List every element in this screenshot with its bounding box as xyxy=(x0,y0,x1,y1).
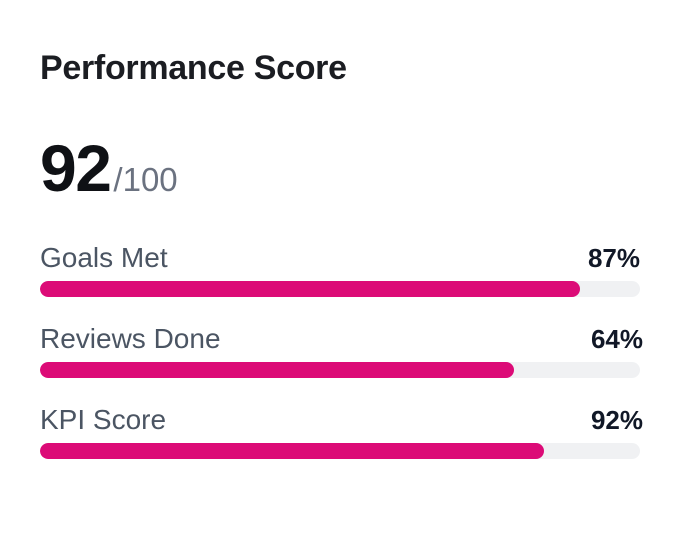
metric-reviews-done: Reviews Done 64% xyxy=(40,315,643,378)
progress-fill xyxy=(40,362,514,378)
score-summary: 92 /100 xyxy=(40,131,640,212)
metric-label: Reviews Done xyxy=(40,323,221,354)
metric-value: 64% xyxy=(590,324,643,354)
metric-label: Goals Met xyxy=(40,242,168,273)
progress-track xyxy=(40,281,640,297)
metric-label: KPI Score xyxy=(40,404,167,435)
progress-track xyxy=(40,443,640,459)
metric-kpi-score: KPI Score 92% xyxy=(40,396,643,459)
metric-value: 87% xyxy=(587,243,640,273)
progress-fill xyxy=(40,281,580,297)
metric-value: 92% xyxy=(590,405,643,435)
progress-track xyxy=(40,362,640,378)
metric-goals-met: Goals Met 87% xyxy=(40,234,640,297)
progress-fill xyxy=(40,443,544,459)
metric-list: Goals Met 87% Reviews Done 64% KPI Score… xyxy=(40,234,643,459)
card-title: Performance Score xyxy=(40,49,347,87)
score-value: 92 xyxy=(40,131,112,205)
score-max: /100 xyxy=(113,161,178,198)
